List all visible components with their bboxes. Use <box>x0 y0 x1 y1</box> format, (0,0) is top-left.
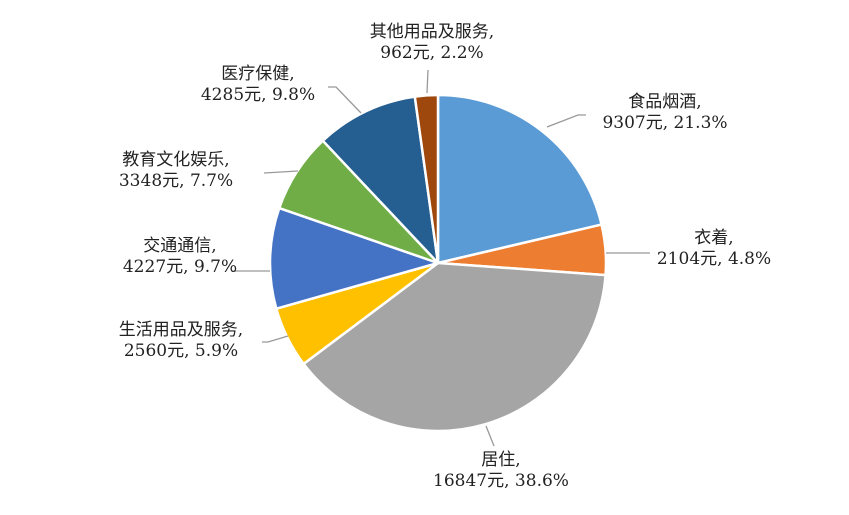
label-transport-name: 交通通信, <box>143 236 217 256</box>
pie-slice <box>321 95 440 265</box>
label-household: 生活用品及服务, 2560元, 5.9% <box>119 320 243 362</box>
leader-line <box>263 170 299 174</box>
label-education-name: 教育文化娱乐, <box>122 150 230 170</box>
label-clothing-value: 2104元, 4.8% <box>656 249 772 269</box>
label-household-value: 2560元, 5.9% <box>123 341 239 361</box>
label-housing-name: 居住, <box>481 450 521 470</box>
label-transport-value: 4227元, 9.7% <box>122 257 238 277</box>
label-transport: 交通通信, 4227元, 9.7% <box>123 236 237 278</box>
label-food: 食品烟酒, 9307元, 21.3% <box>602 92 727 134</box>
leader-line <box>426 69 429 94</box>
label-clothing: 衣着, 2104元, 4.8% <box>657 228 771 270</box>
leader-line <box>485 425 495 447</box>
pie-slice <box>413 93 440 265</box>
label-household-name: 生活用品及服务, <box>118 320 244 340</box>
leader-line <box>546 114 586 128</box>
leader-line <box>262 335 289 343</box>
label-health-value: 4285元, 9.8% <box>200 85 316 105</box>
label-other-value: 962元, 2.2% <box>380 43 484 63</box>
label-education-value: 3348元, 7.7% <box>118 171 234 191</box>
pie-slice <box>436 93 603 265</box>
label-clothing-name: 衣着, <box>694 228 734 248</box>
label-health: 医疗保健, 4285元, 9.8% <box>201 64 315 106</box>
label-housing: 居住, 16847元, 38.6% <box>433 450 569 492</box>
label-other: 其他用品及服务, 962元, 2.2% <box>370 22 494 64</box>
pie-slices <box>268 93 608 433</box>
label-other-name: 其他用品及服务, <box>369 22 495 42</box>
leader-lines <box>232 69 650 447</box>
label-food-name: 食品烟酒, <box>628 92 702 112</box>
leader-line <box>328 86 362 114</box>
label-housing-value: 16847元, 38.6% <box>433 471 569 491</box>
pie-slice <box>302 261 607 433</box>
label-education: 教育文化娱乐, 3348元, 7.7% <box>119 150 233 192</box>
pie-slice <box>268 206 440 310</box>
label-food-value: 9307元, 21.3% <box>602 113 728 133</box>
label-health-name: 医疗保健, <box>221 64 295 84</box>
